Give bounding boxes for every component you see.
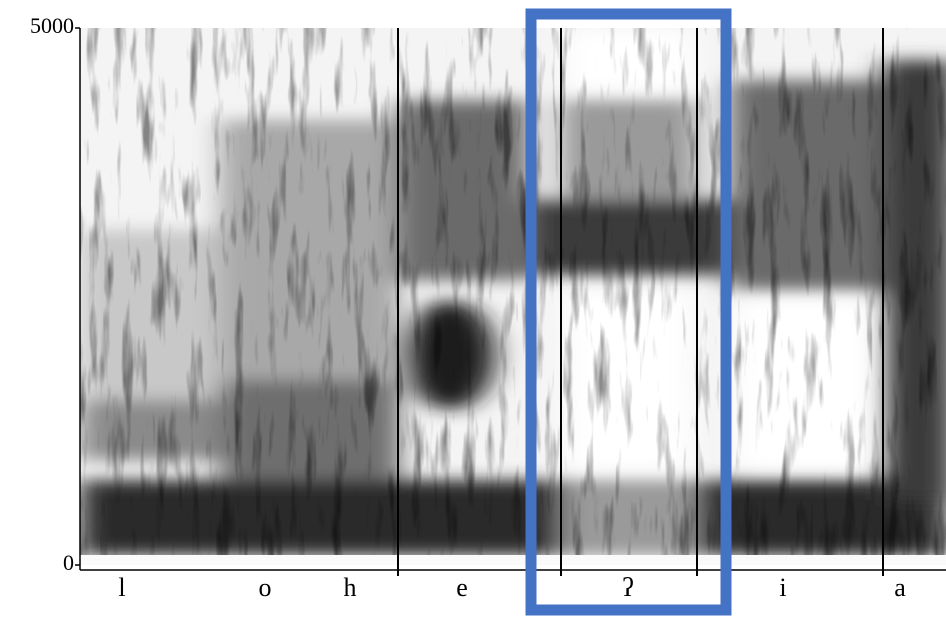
segment-label: i <box>779 573 786 602</box>
segment-label: o <box>259 573 272 602</box>
segment-label: l <box>118 573 125 602</box>
y-tick-label: 0 <box>63 550 74 575</box>
segment-label: a <box>894 573 906 602</box>
segment-label: h <box>344 573 357 602</box>
segment-label: ʔ <box>622 573 634 602</box>
annotations: 0 5000 l o h e ʔ i a <box>30 13 906 602</box>
y-tick-label: 5000 <box>30 13 74 38</box>
segment-label: e <box>456 573 468 602</box>
spectrogram-image <box>80 28 946 565</box>
highlight-box <box>525 8 732 616</box>
